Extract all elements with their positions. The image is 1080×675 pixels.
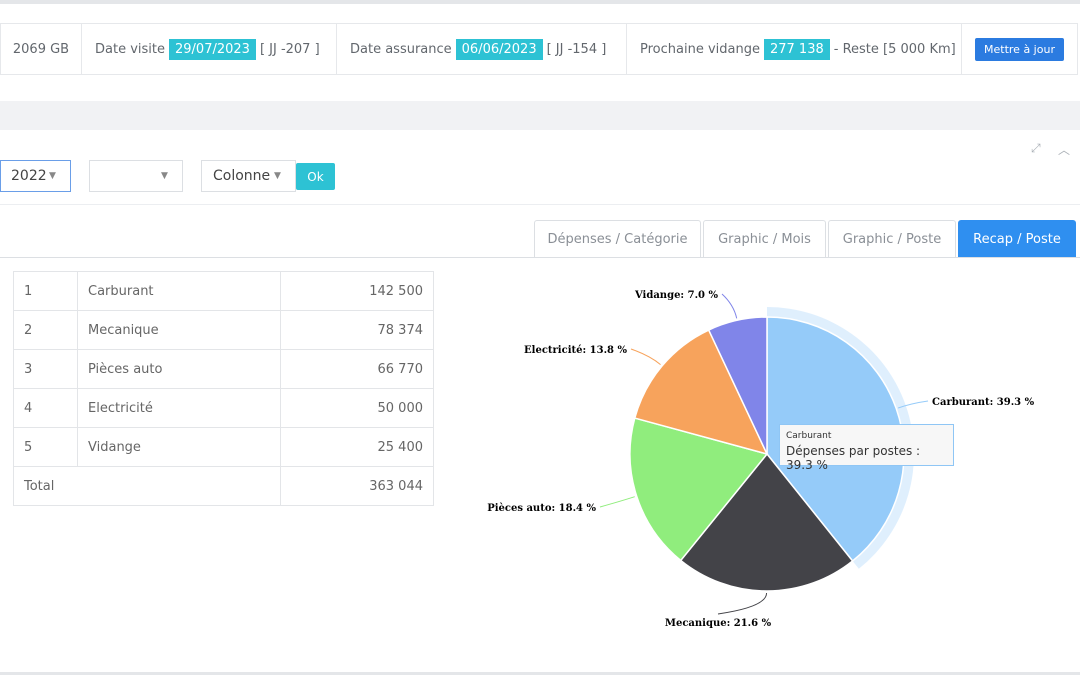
table-total-row: Total 363 044 bbox=[13, 466, 434, 506]
insurance-label: Date assurance bbox=[350, 41, 452, 57]
recap-table: 1 Carburant 142 500 2 Mecanique 78 374 3… bbox=[13, 271, 434, 506]
tab-expenses-category[interactable]: Dépenses / Catégorie bbox=[534, 220, 701, 258]
fullscreen-icon[interactable]: ⤢ bbox=[1031, 141, 1041, 155]
visit-remaining: [ JJ -207 ] bbox=[259, 41, 320, 57]
insurance-date-badge: 06/06/2023 bbox=[455, 38, 543, 60]
insurance-remaining: [ JJ -154 ] bbox=[546, 41, 607, 57]
total-label: Total bbox=[13, 466, 281, 506]
pie-data-label-1: Carburant: 39.3 % bbox=[932, 397, 1035, 408]
row-amount: 142 500 bbox=[280, 271, 434, 311]
tab-graphic-month[interactable]: Graphic / Mois bbox=[703, 220, 826, 258]
tab-recap-post[interactable]: Recap / Poste bbox=[958, 220, 1076, 258]
table-row: 5 Vidange 25 400 bbox=[13, 427, 434, 467]
chart-tooltip: Carburant Dépenses par postes : 39.3 % bbox=[779, 424, 954, 472]
chart-type-select[interactable]: Colonne ▼ bbox=[201, 160, 296, 192]
row-index: 2 bbox=[13, 310, 78, 350]
oil-change-cell: Prochaine vidange 277 138 - Reste [5 000… bbox=[627, 24, 962, 74]
mileage-cell: 2069 GB bbox=[1, 24, 82, 74]
tooltip-text: Dépenses par postes : 39.3 % bbox=[786, 444, 921, 472]
vehicle-info-bar: 2069 GB Date visite 29/07/2023 [ JJ -207… bbox=[0, 4, 1080, 101]
pie-data-label-3: Pièces auto: 18.4 % bbox=[487, 503, 596, 514]
chevron-down-icon: ▼ bbox=[161, 171, 168, 181]
visit-label: Date visite bbox=[95, 41, 165, 57]
panel-bottom-border bbox=[0, 672, 1080, 675]
vehicle-info-row: 2069 GB Date visite 29/07/2023 [ JJ -207… bbox=[0, 23, 1078, 75]
pie-connector-3 bbox=[599, 496, 635, 508]
tooltip-title: Carburant bbox=[786, 431, 832, 441]
row-name: Electricité bbox=[77, 388, 281, 428]
year-select-value: 2022 bbox=[11, 168, 47, 184]
visit-cell: Date visite 29/07/2023 [ JJ -207 ] bbox=[81, 24, 337, 74]
row-amount: 78 374 bbox=[280, 310, 434, 350]
row-name: Vidange bbox=[77, 427, 281, 467]
row-amount: 66 770 bbox=[280, 349, 434, 389]
pie-slice-4[interactable] bbox=[633, 329, 769, 456]
top-divider bbox=[0, 0, 1080, 4]
pie-connector-5 bbox=[721, 293, 738, 319]
chevron-down-icon: ▼ bbox=[49, 171, 56, 181]
table-row: 1 Carburant 142 500 bbox=[13, 271, 434, 311]
row-amount: 25 400 bbox=[280, 427, 434, 467]
row-name: Pièces auto bbox=[77, 349, 281, 389]
oil-change-badge: 277 138 bbox=[763, 38, 830, 60]
pie-connector-4 bbox=[630, 348, 661, 366]
ok-button[interactable]: Ok bbox=[296, 163, 335, 190]
mileage-value: 2069 GB bbox=[12, 41, 70, 57]
oil-change-remaining: - Reste [5 000 Km] bbox=[833, 41, 956, 57]
pie-slice-2[interactable] bbox=[679, 452, 854, 592]
row-index: 4 bbox=[13, 388, 78, 428]
table-row: 4 Electricité 50 000 bbox=[13, 388, 434, 428]
pie-slice-3[interactable] bbox=[629, 417, 769, 562]
tab-graphic-post[interactable]: Graphic / Poste bbox=[828, 220, 956, 258]
row-index: 5 bbox=[13, 427, 78, 467]
collapse-icon[interactable]: ︿ bbox=[1058, 143, 1071, 157]
pie-slice-5[interactable] bbox=[707, 316, 768, 455]
filter-divider bbox=[0, 204, 1080, 205]
pie-data-label-5: Vidange: 7.0 % bbox=[634, 290, 719, 301]
tab-divider bbox=[0, 257, 1080, 258]
pie-data-label-2: Mecanique: 21.6 % bbox=[665, 618, 772, 629]
secondary-select[interactable]: ▼ bbox=[89, 160, 183, 192]
pie-connector-1 bbox=[897, 400, 929, 409]
update-button[interactable]: Mettre à jour bbox=[975, 37, 1064, 61]
row-name: Mecanique bbox=[77, 310, 281, 350]
chevron-down-icon: ▼ bbox=[274, 171, 281, 181]
pie-data-label-4: Electricité: 13.8 % bbox=[524, 345, 627, 356]
pie-connector-2 bbox=[717, 592, 768, 615]
pie-chart: Carburant: 39.3 % Mecanique: 21.6 % Pièces… bbox=[487, 290, 1035, 629]
table-row: 2 Mecanique 78 374 bbox=[13, 310, 434, 350]
table-row: 3 Pièces auto 66 770 bbox=[13, 349, 434, 389]
oil-change-label: Prochaine vidange bbox=[640, 41, 760, 57]
update-cell: Mettre à jour bbox=[962, 24, 1078, 74]
chart-type-value: Colonne bbox=[213, 168, 271, 184]
row-amount: 50 000 bbox=[280, 388, 434, 428]
visit-date-badge: 29/07/2023 bbox=[169, 38, 256, 60]
row-index: 1 bbox=[13, 271, 78, 311]
row-name: Carburant bbox=[77, 271, 281, 311]
year-select[interactable]: 2022 ▼ bbox=[0, 160, 71, 192]
insurance-cell: Date assurance 06/06/2023 [ JJ -154 ] bbox=[337, 24, 627, 74]
row-index: 3 bbox=[13, 349, 78, 389]
total-value: 363 044 bbox=[280, 466, 434, 506]
